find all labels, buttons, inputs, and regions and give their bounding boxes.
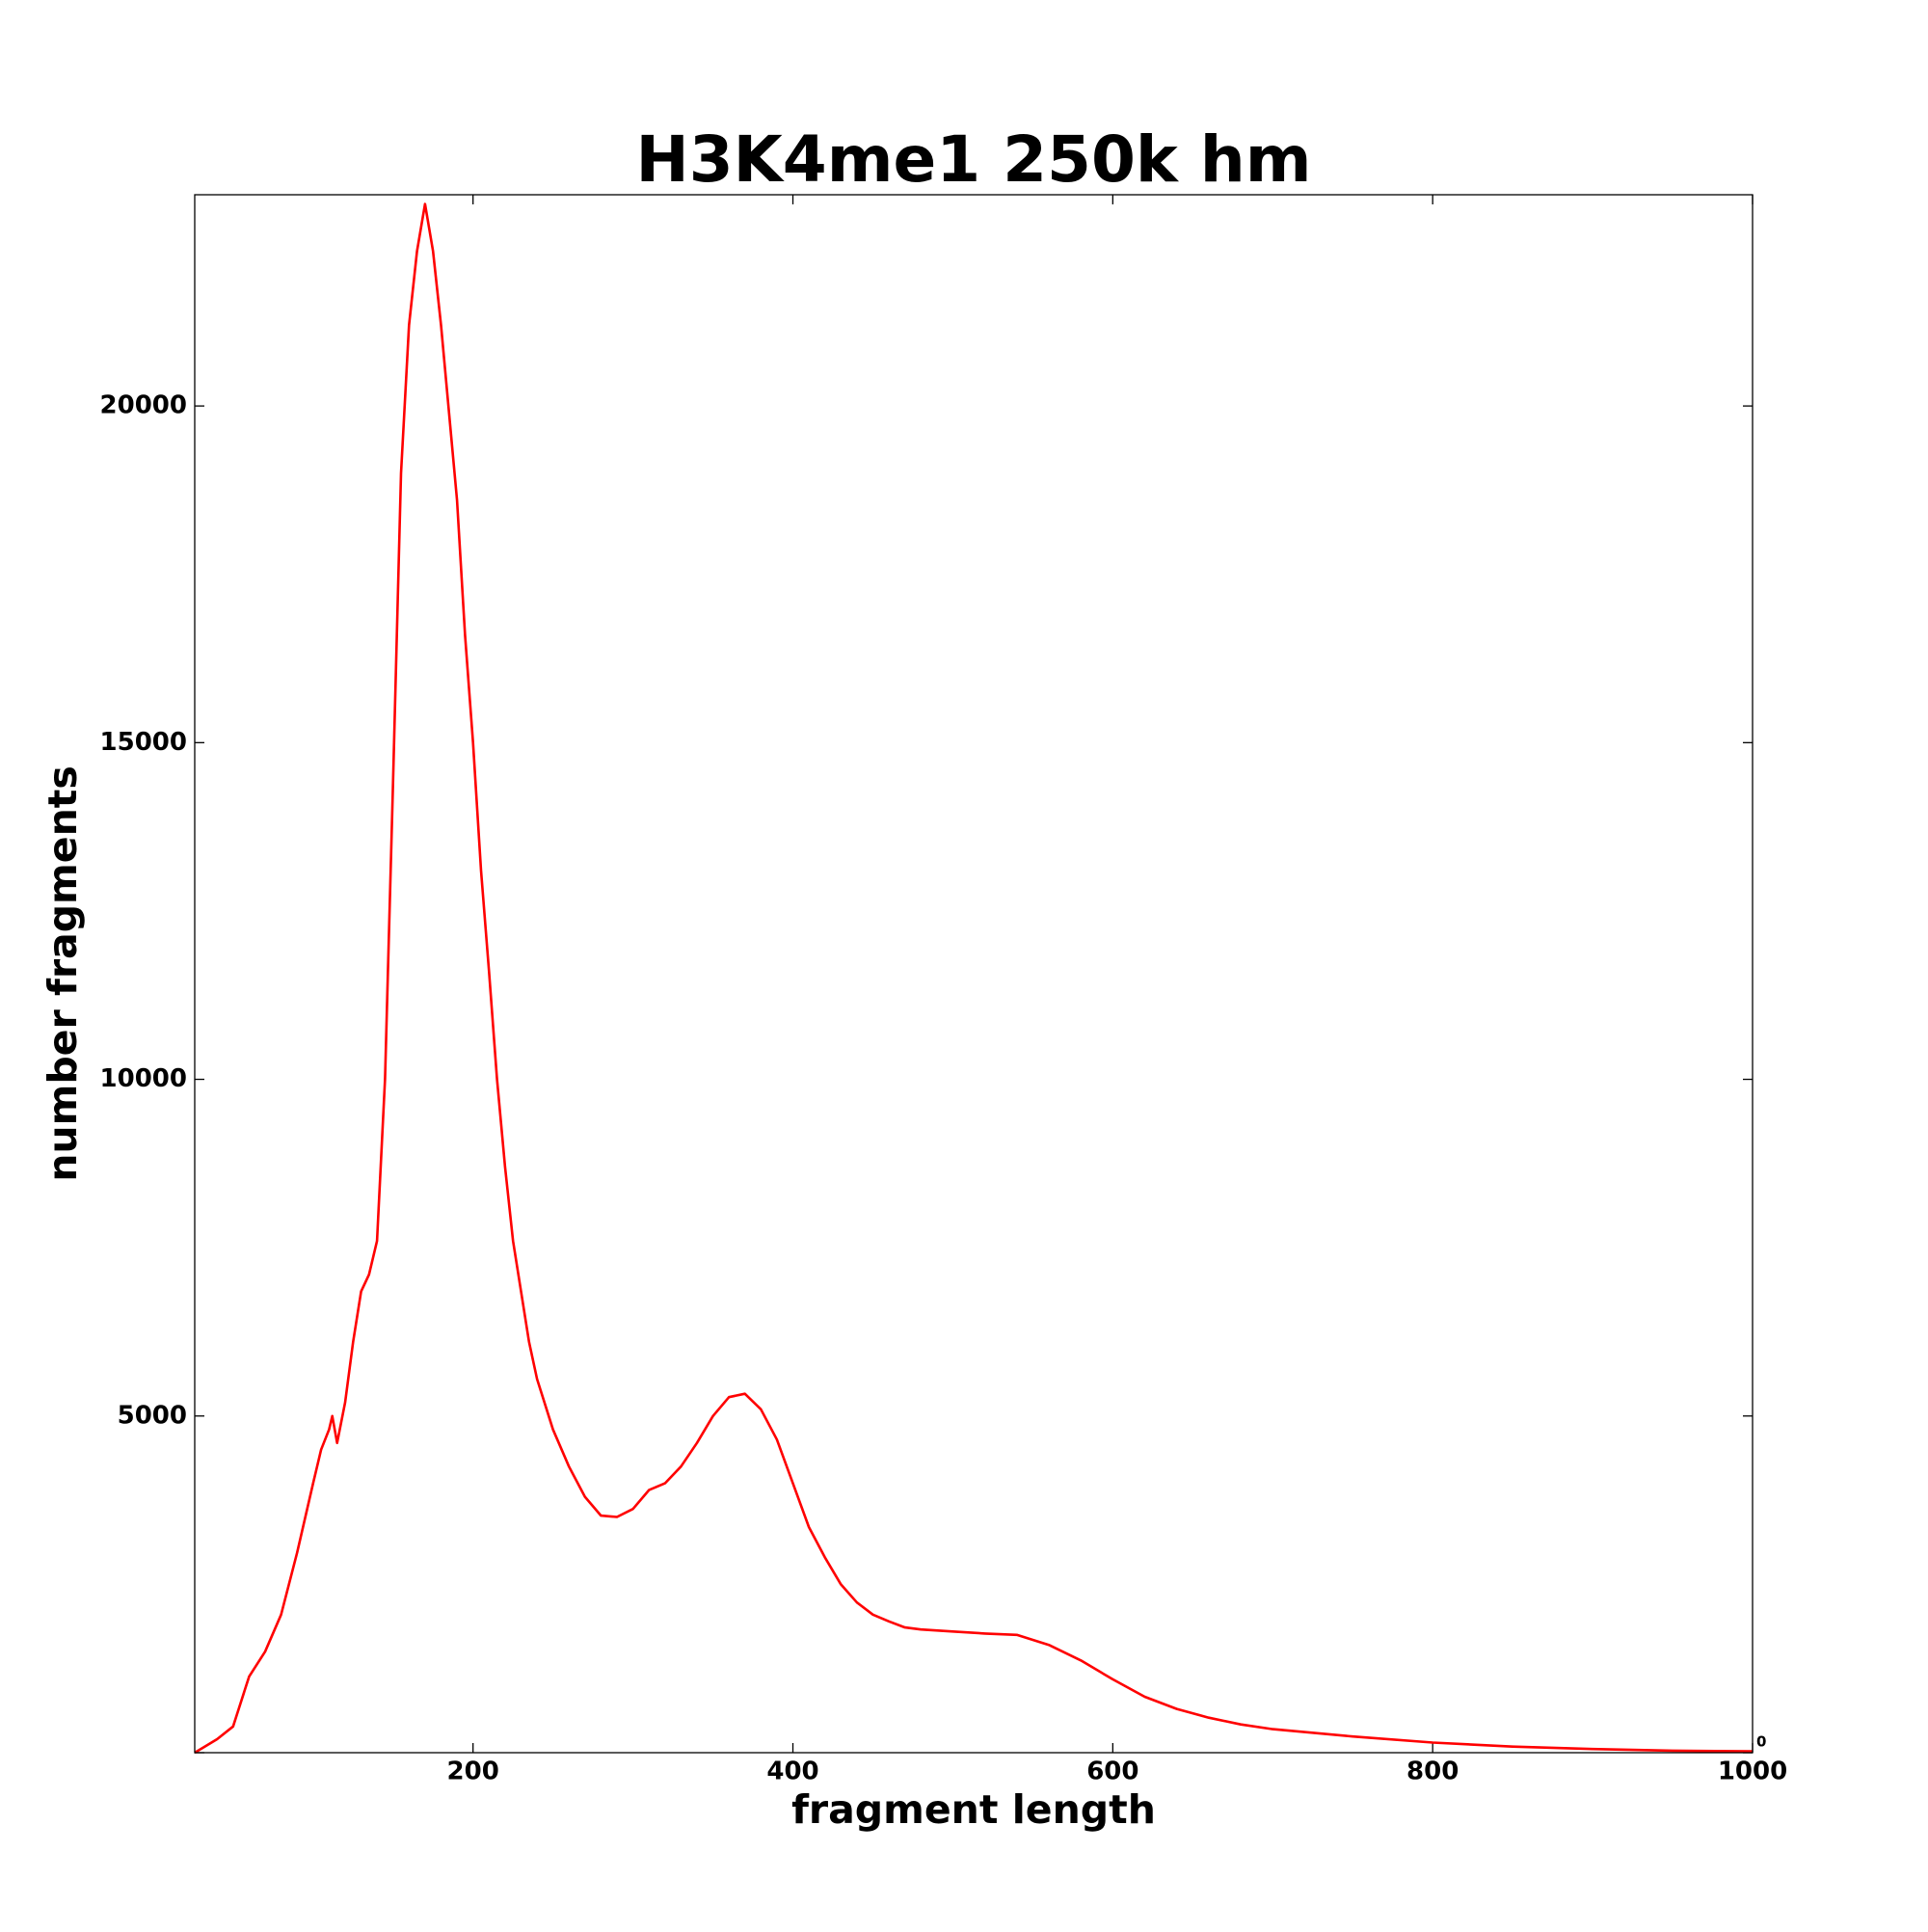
x-tick-label: 400	[766, 1758, 818, 1786]
y-tick-label: 10000	[100, 1064, 187, 1093]
y-tick-label: 0	[1756, 1733, 1766, 1751]
data-line	[194, 202, 1754, 1755]
chart-title: H3K4me1 250k hm	[635, 122, 1311, 197]
y-tick-label: 5000	[118, 1401, 187, 1430]
x-tick-label: 800	[1406, 1758, 1459, 1786]
y-tick-label: 15000	[100, 728, 187, 757]
x-tick-label: 600	[1086, 1758, 1138, 1786]
y-axis-label: number fragments	[40, 765, 86, 1182]
x-tick-label: 200	[447, 1758, 499, 1786]
y-tick-label: 20000	[100, 391, 187, 420]
x-tick-label: 1000	[1718, 1758, 1787, 1786]
x-axis-label: fragment length	[791, 1786, 1156, 1833]
plot-frame	[194, 194, 1754, 1754]
